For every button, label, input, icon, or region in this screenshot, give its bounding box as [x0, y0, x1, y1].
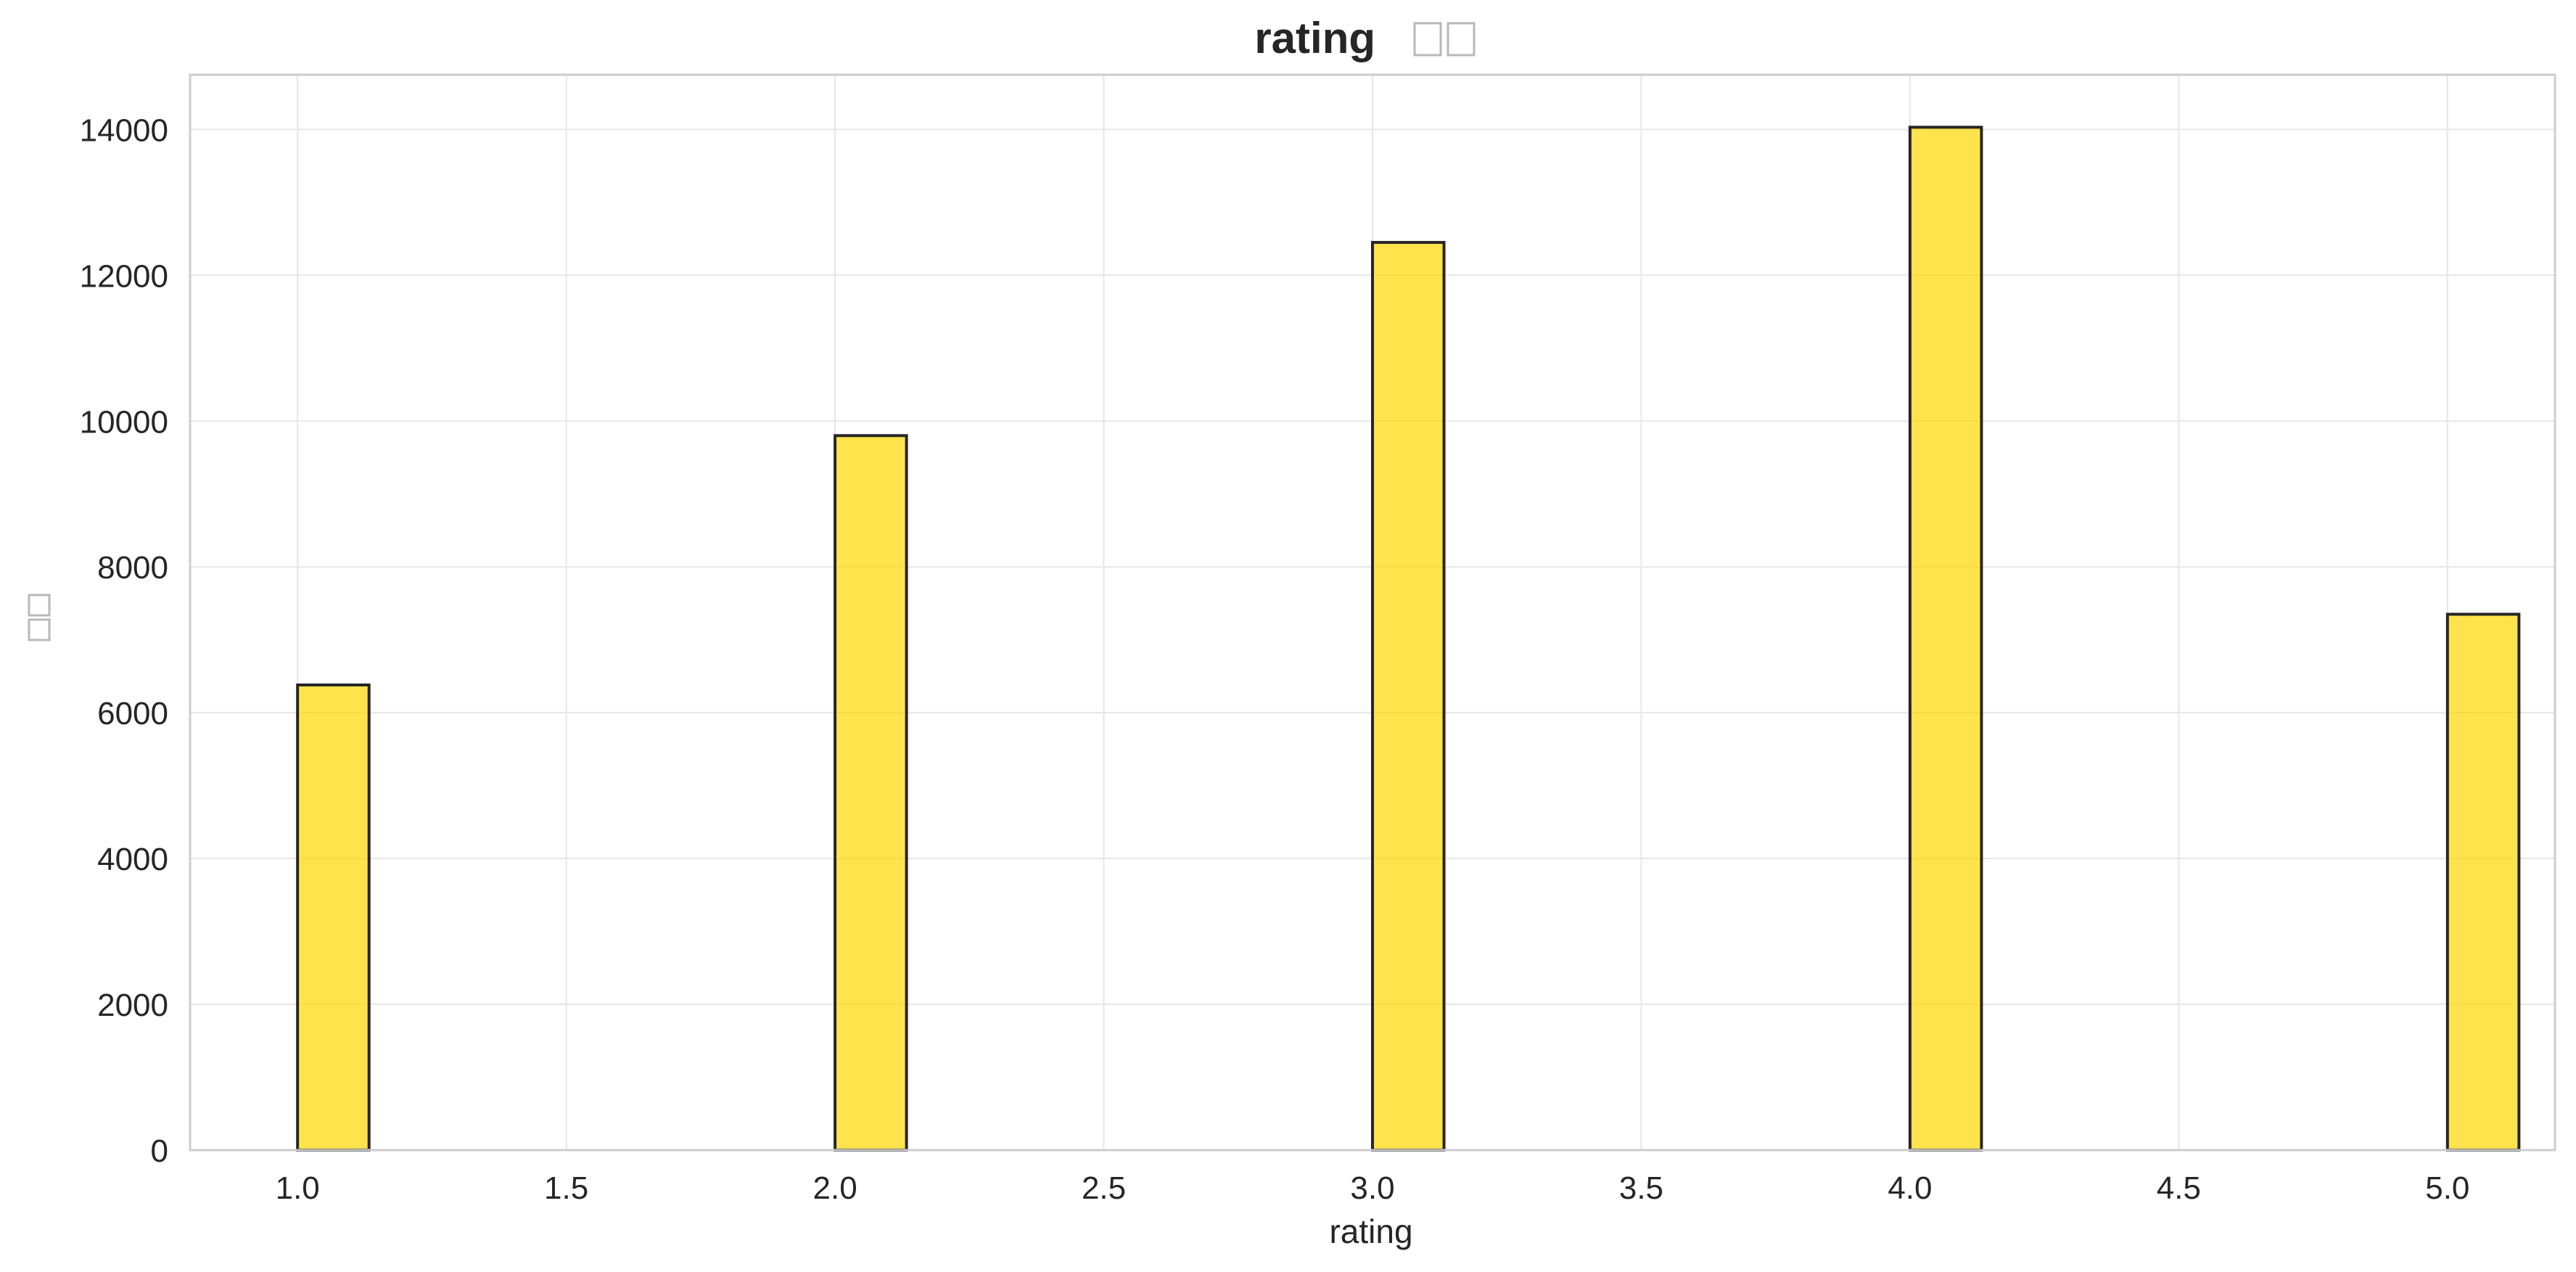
y-tick-labels: 0 2000 4000 6000 8000 10000 12000 14000	[80, 112, 168, 1169]
bar	[2445, 612, 2521, 1152]
x-axis-label: rating	[1329, 1212, 1412, 1250]
y-tick-label: 12000	[80, 258, 168, 294]
x-tick-label: 2.5	[1082, 1170, 1126, 1206]
bars	[296, 126, 2521, 1152]
chart-title-group: rating	[1254, 14, 1476, 62]
x-tick-labels: 1.0 1.5 2.0 2.5 3.0 3.5 4.0 4.5 5.0	[276, 1170, 2470, 1206]
x-tick-label: 4.0	[1888, 1170, 1932, 1206]
y-tick-label: 0	[151, 1133, 168, 1169]
bar	[1908, 126, 1983, 1152]
x-tick-label: 2.0	[813, 1170, 857, 1206]
x-tick-label: 1.0	[276, 1170, 320, 1206]
plot-frame	[189, 73, 2556, 1152]
y-tick-label: 14000	[80, 112, 168, 148]
title-missing-glyph-box	[1447, 22, 1476, 57]
chart-title: rating	[1254, 14, 1375, 62]
y-tick-label: 8000	[97, 550, 168, 586]
y-tick-label: 10000	[80, 404, 168, 440]
x-tick-label: 5.0	[2425, 1170, 2469, 1206]
x-tick-label: 4.5	[2157, 1170, 2201, 1206]
y-tick-label: 2000	[97, 988, 168, 1023]
bar	[296, 683, 371, 1152]
bar	[1371, 241, 1446, 1152]
bar	[834, 434, 908, 1152]
title-missing-glyph-box	[1413, 22, 1442, 57]
ylabel-missing-glyph-box	[28, 594, 51, 617]
y-tick-label: 4000	[97, 842, 168, 877]
x-tick-label: 1.5	[544, 1170, 588, 1206]
y-tick-label: 6000	[97, 696, 168, 731]
ylabel-missing-glyph-box	[28, 618, 51, 641]
y-axis-label	[28, 594, 51, 641]
x-tick-label: 3.5	[1619, 1170, 1663, 1206]
x-tick-label: 3.0	[1350, 1170, 1394, 1206]
